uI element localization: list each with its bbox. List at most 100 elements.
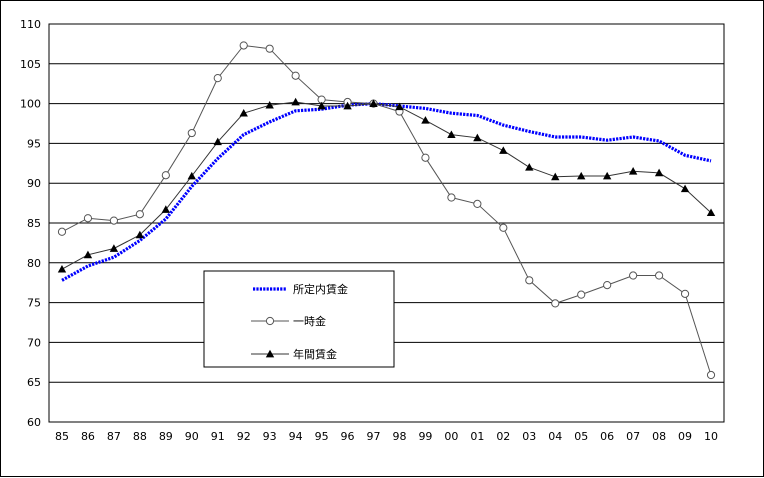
x-tick-label: 89 [159,430,173,443]
series-point [187,128,196,138]
series-point [654,271,664,280]
legend-label: 一時金 [293,314,326,328]
series-point [628,167,638,175]
series-point [577,171,586,180]
series-point [551,172,560,181]
x-tick-label: 09 [678,430,692,443]
legend-marker [265,316,275,326]
legend-box [203,270,395,368]
series-point [706,370,716,380]
y-tick-label: 75 [27,297,41,310]
series-point [525,163,534,171]
series-line-2 [61,44,712,376]
y-axis-ticks: 60 65 70 75 80 85 90 95 100 105 110 [20,18,41,429]
series-point [161,171,170,180]
y-tick-label: 60 [27,416,41,429]
x-tick-label: 99 [418,430,432,443]
series-point [395,102,404,111]
x-tick-label: 05 [574,430,588,443]
series-point [291,71,300,80]
series-point [654,168,664,177]
x-tick-label: 91 [211,430,225,443]
series-point [629,271,638,280]
y-tick-label: 80 [27,257,41,270]
series-point [473,199,482,208]
y-tick-label: 85 [27,217,41,230]
y-tick-label: 70 [27,336,41,349]
y-tick-label: 100 [20,98,41,111]
series-line-3 [61,101,712,270]
legend-label: 年間賃金 [293,347,337,361]
x-tick-label: 88 [133,430,147,443]
series-point [239,108,248,117]
x-tick-label: 90 [185,430,199,443]
series-point [706,208,716,217]
series-point [265,44,274,53]
x-tick-label: 01 [470,430,484,443]
x-tick-label: 10 [704,430,718,443]
y-tick-label: 65 [27,376,41,389]
x-tick-label: 96 [341,430,355,443]
series-point [213,137,222,146]
x-axis-ticks: 85 86 87 88 89 90 91 92 93 94 95 96 97 98 99 00 01 02 03 04… [55,430,718,443]
series-point [447,193,456,202]
x-tick-label: 95 [315,430,329,443]
series-point [83,214,93,223]
y-tick-label: 110 [20,18,41,31]
series-point [421,116,430,124]
x-tick-label: 00 [444,430,458,443]
legend-item-2: 一時金 [251,314,326,328]
y-tick-label: 95 [27,137,41,150]
series-point [680,289,690,298]
series-point [551,299,560,308]
x-tick-label: 02 [496,430,510,443]
x-tick-label: 98 [392,430,406,443]
series-point [447,130,456,139]
series-point [343,101,352,110]
x-tick-label: 93 [263,430,277,443]
series-point [499,223,508,232]
series-point [421,153,430,162]
x-tick-label: 07 [626,430,640,443]
series-layer [57,41,716,380]
series-2 [57,41,716,380]
series-point [213,74,222,83]
series-point [473,133,482,142]
series-point [239,41,248,50]
series-point [109,216,119,225]
legend-label: 所定内賃金 [293,282,348,296]
y-tick-label: 105 [20,58,41,71]
x-tick-label: 86 [81,430,95,443]
y-tick-label: 90 [27,177,41,190]
series-point [499,146,508,154]
x-tick-label: 08 [652,430,666,443]
legend-item-1: 所定内賃金 [253,282,348,296]
x-tick-label: 92 [237,430,251,443]
series-point [109,244,119,252]
x-tick-label: 97 [367,430,381,443]
series-point [135,230,145,239]
x-tick-label: 87 [107,430,121,443]
series-point [187,171,196,180]
x-tick-label: 94 [289,430,303,443]
x-tick-label: 04 [548,430,562,443]
series-point [57,264,67,273]
x-tick-label: 03 [522,430,536,443]
series-point [161,205,171,213]
series-point [317,101,326,110]
series-point [603,280,612,290]
series-point [135,210,144,219]
series-point [525,276,534,285]
x-tick-label: 06 [600,430,614,443]
series-3 [57,97,716,273]
series-point [291,97,300,106]
series-point [369,99,378,107]
legend-marker [265,349,275,358]
series-point [680,184,690,193]
series-point [602,171,612,180]
series-point [265,100,274,109]
series-point [57,227,67,236]
legend-item-3: 年間賃金 [251,347,337,361]
